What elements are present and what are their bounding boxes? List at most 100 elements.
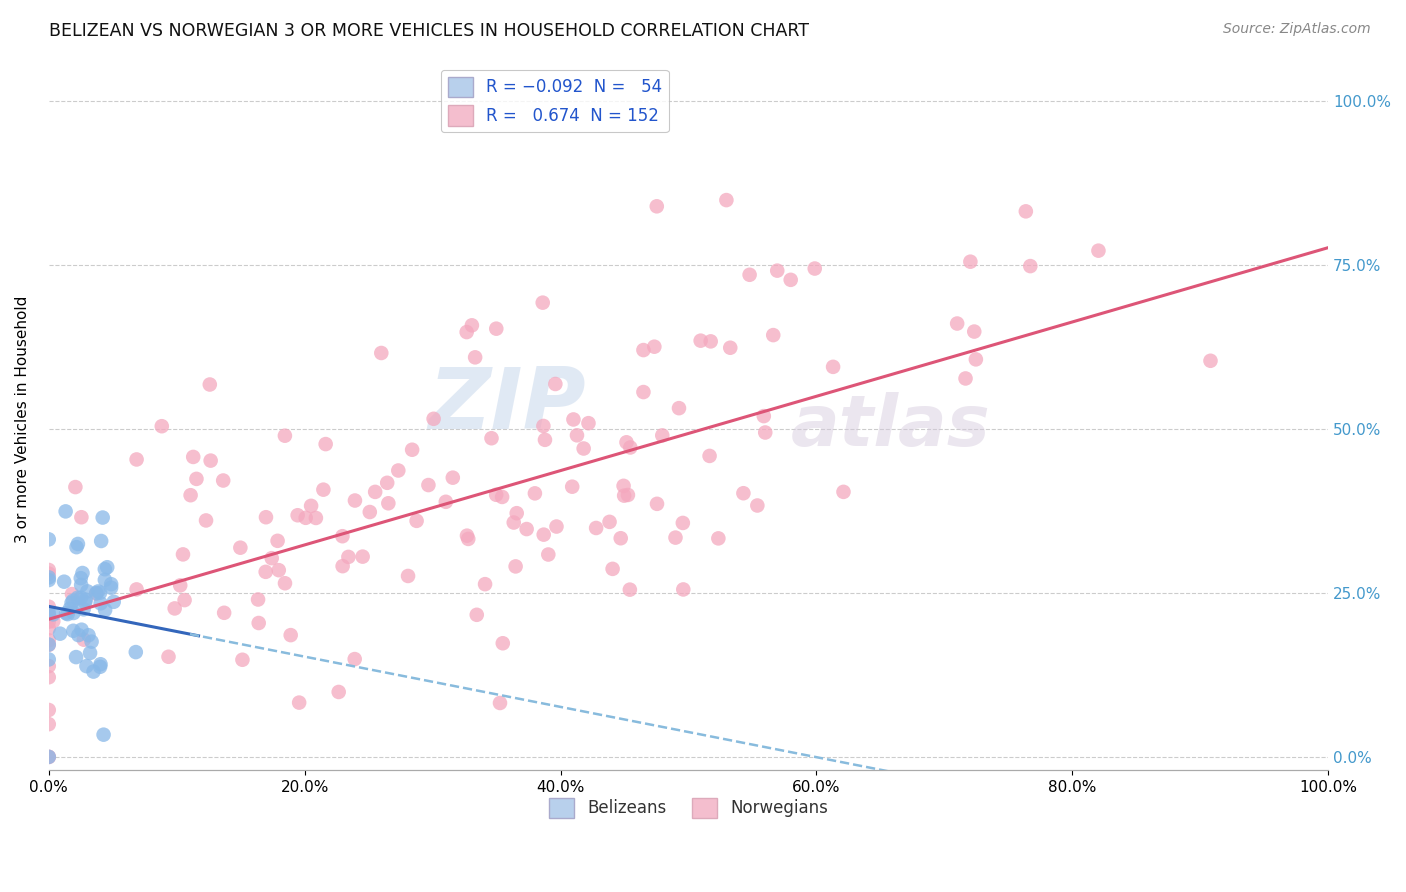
Point	[609, 531, 631, 545]
Point	[546, 519, 568, 533]
Point	[434, 495, 457, 509]
Point	[94, 603, 117, 617]
Point	[779, 273, 801, 287]
Point	[89, 660, 111, 674]
Point	[181, 450, 204, 464]
Point	[38, 638, 60, 652]
Point	[274, 428, 297, 442]
Point	[100, 581, 122, 595]
Point	[441, 471, 464, 485]
Point	[91, 510, 114, 524]
Point	[67, 628, 90, 642]
Point	[332, 559, 354, 574]
Point	[254, 510, 277, 524]
Point	[312, 483, 335, 497]
Point	[254, 565, 277, 579]
Point	[157, 649, 180, 664]
Point	[38, 570, 60, 584]
Point	[38, 703, 60, 717]
Point	[38, 638, 60, 652]
Point	[229, 541, 252, 555]
Point	[38, 621, 60, 635]
Point	[72, 602, 94, 616]
Point	[343, 493, 366, 508]
Point	[332, 529, 354, 543]
Point	[38, 670, 60, 684]
Point	[533, 527, 555, 541]
Point	[523, 486, 546, 500]
Point	[38, 652, 60, 666]
Point	[716, 193, 738, 207]
Text: Source: ZipAtlas.com: Source: ZipAtlas.com	[1223, 22, 1371, 37]
Point	[38, 573, 60, 587]
Point	[75, 659, 97, 673]
Point	[489, 696, 512, 710]
Point	[65, 480, 87, 494]
Point	[803, 261, 825, 276]
Point	[531, 419, 554, 434]
Point	[387, 463, 409, 477]
Point	[364, 484, 387, 499]
Point	[481, 431, 503, 445]
Point	[485, 488, 508, 502]
Point	[89, 586, 111, 600]
Point	[288, 696, 311, 710]
Point	[664, 531, 686, 545]
Point	[42, 607, 65, 622]
Point	[747, 499, 769, 513]
Point	[485, 321, 508, 335]
Point	[66, 537, 89, 551]
Point	[70, 578, 93, 592]
Point	[62, 624, 84, 638]
Point	[689, 334, 711, 348]
Point	[537, 548, 560, 562]
Point	[516, 522, 538, 536]
Point	[617, 488, 640, 502]
Point	[377, 496, 399, 510]
Point	[572, 442, 595, 456]
Point	[718, 341, 741, 355]
Point	[832, 484, 855, 499]
Point	[96, 560, 118, 574]
Point	[70, 591, 93, 605]
Point	[76, 584, 98, 599]
Point	[645, 199, 668, 213]
Point	[544, 376, 567, 391]
Point	[328, 685, 350, 699]
Point	[77, 628, 100, 642]
Point	[62, 606, 84, 620]
Point	[616, 435, 638, 450]
Text: BELIZEAN VS NORWEGIAN 3 OR MORE VEHICLES IN HOUSEHOLD CORRELATION CHART: BELIZEAN VS NORWEGIAN 3 OR MORE VEHICLES…	[49, 22, 810, 40]
Point	[163, 601, 186, 615]
Point	[963, 325, 986, 339]
Point	[502, 516, 524, 530]
Point	[75, 592, 97, 607]
Point	[643, 340, 665, 354]
Point	[422, 412, 444, 426]
Point	[633, 385, 655, 400]
Point	[103, 595, 125, 609]
Point	[66, 591, 89, 605]
Point	[94, 573, 117, 587]
Point	[343, 652, 366, 666]
Point	[38, 750, 60, 764]
Point	[72, 566, 94, 580]
Point	[456, 325, 478, 339]
Point	[38, 750, 60, 764]
Point	[619, 441, 641, 455]
Point	[672, 516, 695, 530]
Point	[1015, 204, 1038, 219]
Point	[38, 717, 60, 731]
Point	[531, 295, 554, 310]
Point	[738, 268, 761, 282]
Point	[200, 453, 222, 467]
Point	[733, 486, 755, 500]
Point	[613, 479, 636, 493]
Point	[965, 352, 987, 367]
Point	[260, 551, 283, 566]
Legend: Belizeans, Norwegians: Belizeans, Norwegians	[543, 791, 835, 825]
Point	[491, 490, 513, 504]
Point	[125, 645, 148, 659]
Point	[212, 474, 235, 488]
Point	[585, 521, 607, 535]
